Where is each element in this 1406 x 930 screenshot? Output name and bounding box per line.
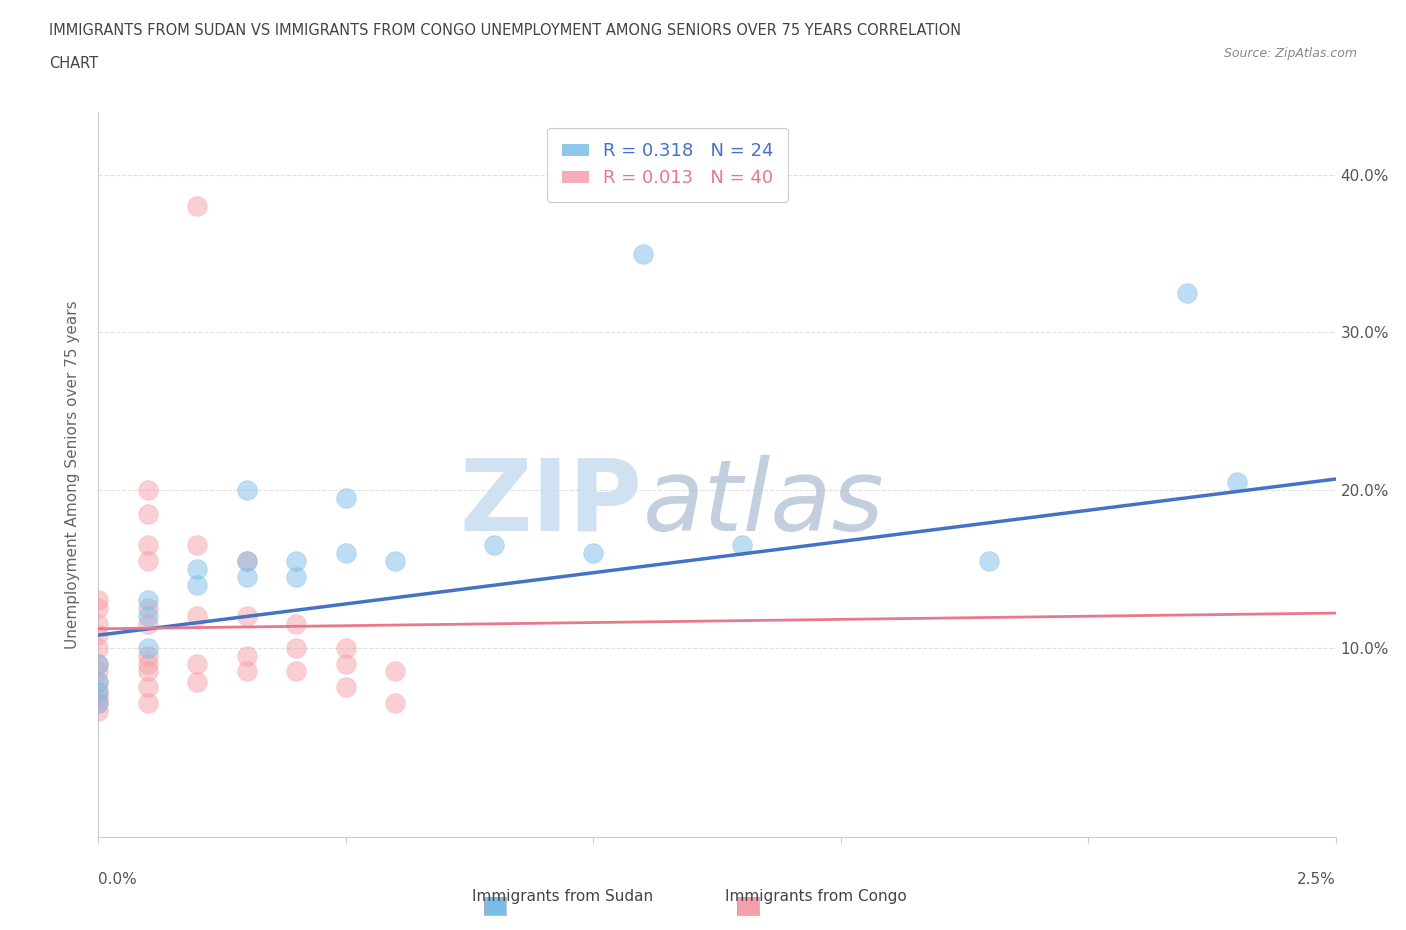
- Point: [186, 578, 208, 592]
- Point: [87, 641, 110, 656]
- Point: [87, 628, 110, 643]
- Point: [136, 696, 159, 711]
- Point: [136, 664, 159, 679]
- Text: Source: ZipAtlas.com: Source: ZipAtlas.com: [1223, 46, 1357, 60]
- Point: [285, 617, 308, 631]
- Point: [136, 609, 159, 624]
- Point: [87, 656, 110, 671]
- Point: [136, 506, 159, 521]
- Point: [1175, 286, 1198, 300]
- Point: [236, 553, 259, 568]
- Point: [136, 538, 159, 552]
- Point: [384, 664, 406, 679]
- Text: ZIP: ZIP: [460, 455, 643, 551]
- Point: [136, 617, 159, 631]
- Text: IMMIGRANTS FROM SUDAN VS IMMIGRANTS FROM CONGO UNEMPLOYMENT AMONG SENIORS OVER 7: IMMIGRANTS FROM SUDAN VS IMMIGRANTS FROM…: [49, 23, 962, 38]
- Text: CHART: CHART: [49, 56, 98, 71]
- Point: [335, 656, 357, 671]
- Point: [631, 246, 654, 261]
- Point: [136, 648, 159, 663]
- Legend: R = 0.318   N = 24, R = 0.013   N = 40: R = 0.318 N = 24, R = 0.013 N = 40: [547, 128, 787, 202]
- Point: [136, 601, 159, 616]
- Point: [335, 641, 357, 656]
- Point: [87, 684, 110, 699]
- Point: [136, 656, 159, 671]
- Text: atlas: atlas: [643, 455, 884, 551]
- Point: [285, 569, 308, 584]
- Point: [136, 483, 159, 498]
- Point: [1226, 474, 1249, 489]
- Point: [285, 664, 308, 679]
- Point: [87, 696, 110, 711]
- Point: [87, 703, 110, 718]
- Point: [236, 483, 259, 498]
- Point: [236, 648, 259, 663]
- Y-axis label: Unemployment Among Seniors over 75 years: Unemployment Among Seniors over 75 years: [65, 300, 80, 648]
- Point: [87, 675, 110, 690]
- Point: [236, 569, 259, 584]
- Point: [236, 553, 259, 568]
- Text: Immigrants from Sudan: Immigrants from Sudan: [472, 889, 652, 904]
- Text: Immigrants from Congo: Immigrants from Congo: [724, 889, 907, 904]
- Point: [186, 538, 208, 552]
- Point: [236, 609, 259, 624]
- Point: [335, 680, 357, 695]
- Point: [186, 656, 208, 671]
- Point: [87, 684, 110, 699]
- Point: [87, 696, 110, 711]
- Point: [186, 199, 208, 214]
- Point: [87, 593, 110, 608]
- Point: [87, 617, 110, 631]
- Point: [87, 601, 110, 616]
- Text: 0.0%: 0.0%: [98, 871, 138, 886]
- Point: [484, 538, 506, 552]
- Point: [285, 553, 308, 568]
- Point: [136, 680, 159, 695]
- Point: [979, 553, 1001, 568]
- Point: [384, 553, 406, 568]
- Point: [136, 641, 159, 656]
- Text: 2.5%: 2.5%: [1296, 871, 1336, 886]
- Point: [87, 691, 110, 706]
- Point: [384, 696, 406, 711]
- Point: [285, 641, 308, 656]
- Point: [136, 593, 159, 608]
- Point: [582, 546, 605, 561]
- Point: [186, 609, 208, 624]
- Point: [186, 675, 208, 690]
- Point: [87, 675, 110, 690]
- Point: [731, 538, 754, 552]
- Point: [236, 664, 259, 679]
- Point: [87, 664, 110, 679]
- Point: [136, 553, 159, 568]
- Point: [335, 546, 357, 561]
- Point: [335, 490, 357, 505]
- Point: [87, 656, 110, 671]
- Point: [186, 562, 208, 577]
